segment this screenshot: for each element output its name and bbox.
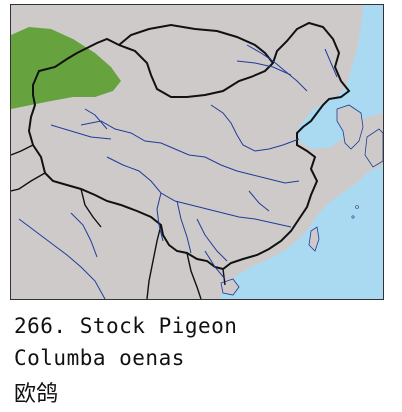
map-canvas [11, 5, 383, 299]
japan-island [364, 128, 383, 168]
species-number-title: 266. Stock Pigeon [14, 314, 238, 338]
chinese-name: 欧鸽 [14, 382, 59, 407]
latin-name: Columba oenas [14, 346, 185, 370]
rivers [18, 44, 338, 299]
inner-border [118, 23, 274, 64]
range-map [10, 4, 384, 300]
national-border [27, 21, 351, 271]
small-island [351, 215, 355, 219]
west-border [11, 144, 102, 228]
hainan-island [220, 278, 240, 296]
taiwan-island [308, 226, 320, 252]
southeast-asia-border [146, 224, 226, 299]
species-range [11, 27, 121, 109]
small-island [355, 205, 359, 209]
korea-peninsula [336, 104, 364, 150]
